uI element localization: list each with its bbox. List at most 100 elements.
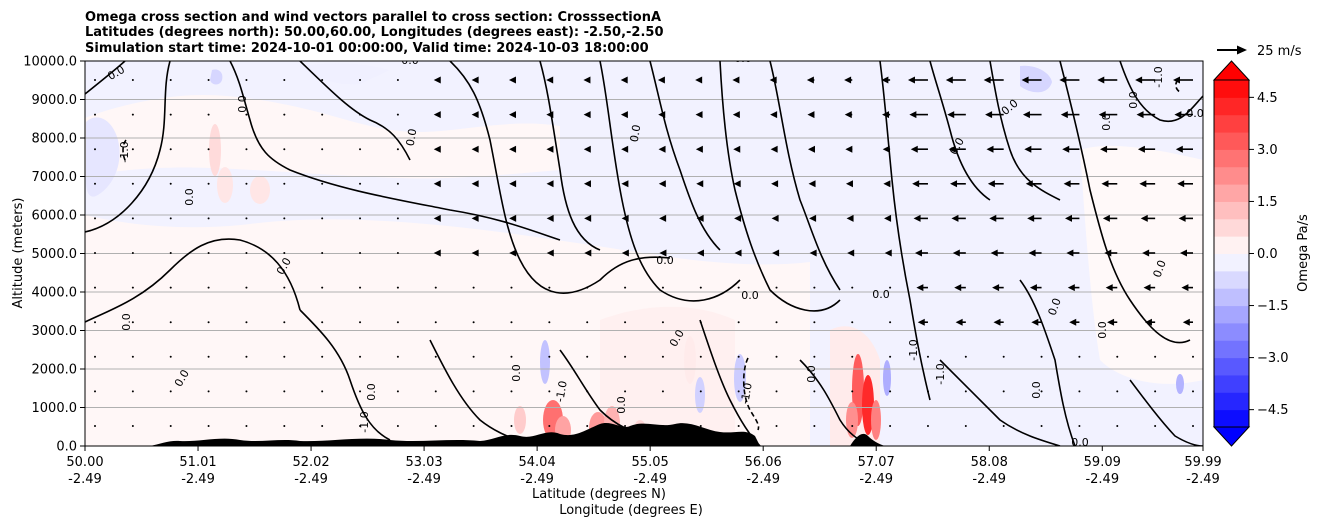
y-tick-label: 1000.0: [32, 401, 78, 416]
wind-vector: [94, 286, 96, 289]
wind-vector: [283, 79, 286, 81]
wind-vector: [889, 390, 892, 393]
wind-vector: [359, 252, 362, 254]
contour-label: -1.0: [553, 380, 570, 403]
colorbar-level: [1214, 218, 1249, 237]
wind-vector: [169, 79, 172, 81]
wind-vector: [321, 390, 324, 393]
colorbar-level: [1214, 80, 1249, 98]
wind-vector-head: [807, 111, 815, 119]
wind-vector: [510, 355, 513, 358]
title-line-1: Omega cross section and wind vectors par…: [85, 10, 661, 25]
wind-vector-head: [947, 111, 955, 119]
omega-cell: [871, 400, 881, 440]
wind-vector: [169, 425, 172, 427]
wind-vector-head: [847, 249, 855, 257]
wind-vector: [396, 252, 399, 254]
wind-vector: [169, 217, 172, 220]
wind-vector: [661, 355, 664, 358]
wind-vector-head: [1065, 214, 1073, 222]
colorbar-level: [1214, 236, 1249, 254]
wind-vector: [472, 425, 475, 427]
wind-vector-head: [658, 180, 666, 188]
contour-label: 0.0: [120, 313, 133, 331]
omega-negative-region: [300, 63, 390, 85]
wind-vector: [510, 425, 513, 427]
wind-vector-head: [845, 145, 853, 153]
wind-vector-head: [1104, 249, 1112, 257]
wind-vector-head: [844, 76, 852, 84]
wind-vector: [737, 321, 740, 324]
wind-vector-head: [433, 249, 441, 257]
wind-vector-head: [433, 111, 441, 119]
wind-vector: [131, 148, 134, 151]
wind-vector-head: [1066, 249, 1074, 257]
omega-cell: [695, 377, 705, 413]
wind-vector-head: [658, 145, 666, 153]
wind-vector: [1154, 355, 1157, 358]
x-tick-label-latitude: 51.01: [179, 455, 216, 470]
wind-vector: [245, 148, 248, 151]
wind-vector-head: [695, 145, 703, 153]
wind-vector: [245, 355, 248, 358]
y-tick-label: 4000.0: [32, 286, 78, 301]
wind-vector-head: [546, 180, 554, 188]
wind-vector-head: [471, 214, 479, 222]
wind-vector: [131, 286, 134, 289]
x-tick-label-latitude: 59.99: [1184, 455, 1221, 470]
omega-cell: [514, 406, 526, 434]
wind-vector-head: [695, 76, 703, 84]
x-axis-label-longitude: Longitude (degrees E): [559, 503, 703, 518]
x-tick-label-latitude: 52.02: [292, 455, 329, 470]
wind-vector: [624, 286, 627, 289]
wind-vector: [359, 113, 362, 116]
wind-vector-head: [471, 76, 479, 84]
wind-vector: [624, 355, 627, 358]
wind-vector-head: [1136, 111, 1144, 119]
wind-vector-head: [913, 214, 921, 222]
contour-label: 0.0: [365, 383, 378, 401]
colorbar-level: [1214, 132, 1249, 150]
wind-vector-head: [917, 318, 925, 326]
wind-vector-head: [1177, 180, 1185, 188]
zero-contour: [299, 61, 411, 161]
wind-vector-head: [546, 111, 554, 119]
wind-vector: [472, 321, 475, 324]
colorbar-level: [1214, 253, 1249, 272]
wind-vector: [699, 321, 702, 324]
wind-vector: [245, 252, 248, 254]
y-tick-label: 9000.0: [32, 93, 78, 108]
wind-vector: [548, 286, 551, 289]
x-tick-label-longitude: -2.49: [68, 472, 102, 487]
contour-label: 0.0: [1096, 321, 1109, 339]
colorbar-level: [1214, 270, 1249, 289]
wind-vector: [359, 182, 362, 185]
wind-vector: [775, 286, 778, 289]
x-tick-label-longitude: -2.49: [407, 472, 441, 487]
wind-vector: [510, 390, 513, 393]
wind-vector: [851, 355, 854, 358]
wind-vector: [131, 425, 134, 427]
wind-vector: [207, 252, 210, 254]
wind-vector: [359, 390, 362, 393]
wind-vector: [321, 355, 324, 358]
wind-vector-head: [955, 318, 963, 326]
wind-vector: [964, 355, 967, 358]
wind-vector-head: [509, 249, 517, 257]
wind-vector: [207, 355, 210, 358]
wind-vector: [396, 286, 399, 289]
wind-vector-head: [1021, 76, 1029, 84]
wind-vector-head: [770, 111, 778, 119]
x-tick-label-latitude: 54.04: [519, 455, 556, 470]
wind-vector-head: [1028, 249, 1036, 257]
wind-vector-head: [621, 214, 629, 222]
wind-vector: [245, 113, 248, 116]
wind-vector: [207, 425, 210, 427]
wind-vector: [737, 390, 740, 393]
y-tick-label: 6000.0: [32, 209, 78, 224]
x-tick-label-longitude: -2.49: [1186, 472, 1220, 487]
wind-vector: [321, 113, 324, 116]
zero-contour: [939, 359, 1061, 446]
x-tick-label-longitude: -2.49: [972, 472, 1006, 487]
